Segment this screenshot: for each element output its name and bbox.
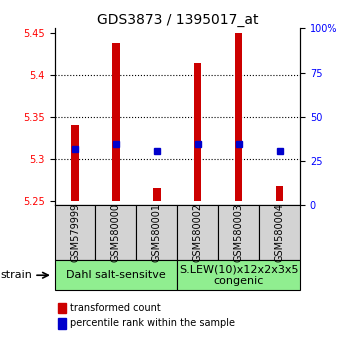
Text: percentile rank within the sample: percentile rank within the sample (70, 318, 235, 328)
Text: GSM579999: GSM579999 (70, 203, 80, 262)
Text: GSM580000: GSM580000 (111, 203, 121, 262)
Text: GSM580003: GSM580003 (234, 203, 244, 262)
Text: S.LEW(10)x12x2x3x5
congenic: S.LEW(10)x12x2x3x5 congenic (179, 264, 298, 286)
Text: transformed count: transformed count (70, 303, 161, 313)
Text: strain: strain (1, 270, 32, 280)
Bar (153, 188, 161, 201)
Bar (194, 63, 202, 201)
Text: GSM580001: GSM580001 (152, 203, 162, 262)
Text: Dahl salt-sensitve: Dahl salt-sensitve (66, 270, 166, 280)
Bar (112, 42, 120, 201)
Bar (71, 125, 79, 201)
Title: GDS3873 / 1395017_at: GDS3873 / 1395017_at (97, 13, 258, 27)
Text: GSM580004: GSM580004 (275, 203, 285, 262)
Text: GSM580002: GSM580002 (193, 203, 203, 262)
Bar (276, 186, 283, 201)
Bar (235, 33, 242, 201)
